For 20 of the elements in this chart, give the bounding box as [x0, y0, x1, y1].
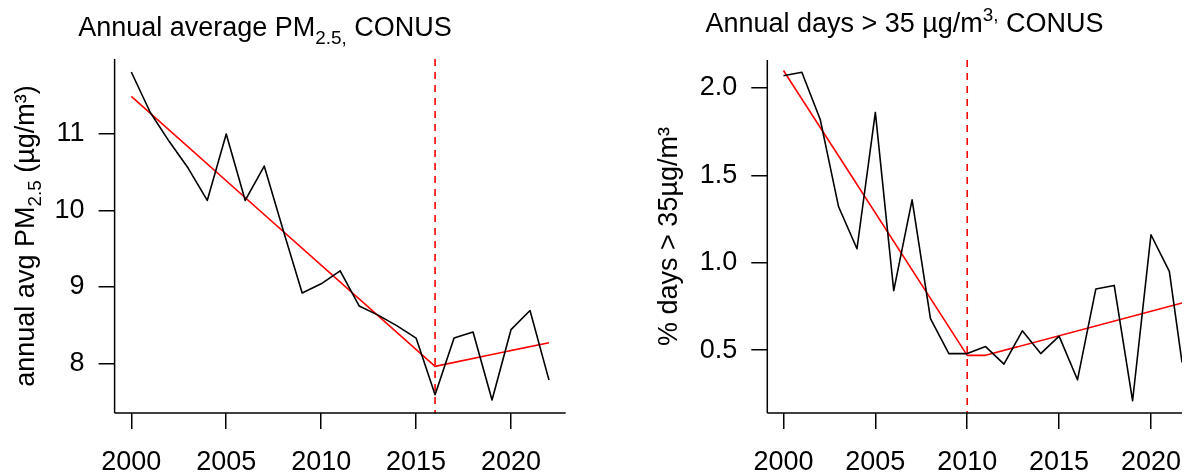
x-tick-label: 2000	[101, 445, 162, 475]
y-axis-title: % days > 35µg/m³	[652, 127, 683, 346]
y-tick-label: 1.0	[699, 246, 738, 277]
y-tick-label: 9	[69, 270, 85, 301]
x-tick-label: 2000	[753, 445, 814, 475]
x-tick-label: 2015	[1029, 445, 1090, 475]
y-tick-label: 1.5	[699, 158, 738, 189]
y-tick-label: 11	[56, 117, 85, 148]
x-tick-label: 2005	[845, 445, 906, 475]
y-tick-label: 2.0	[699, 71, 738, 102]
x-tick-label: 2010	[937, 445, 998, 475]
x-tick-label: 2020	[1120, 445, 1182, 475]
y-tick-label: 10	[54, 193, 85, 224]
y-tick-label: 0.5	[699, 333, 738, 364]
y-axis-title: annual avg PM2.5 (µg/m³)	[9, 85, 46, 387]
y-tick-label: 8	[69, 346, 85, 377]
x-tick-label: 2010	[291, 445, 352, 475]
x-tick-label: 2015	[386, 445, 447, 475]
x-tick-label: 2020	[480, 445, 542, 475]
x-tick-label: 2005	[196, 445, 257, 475]
